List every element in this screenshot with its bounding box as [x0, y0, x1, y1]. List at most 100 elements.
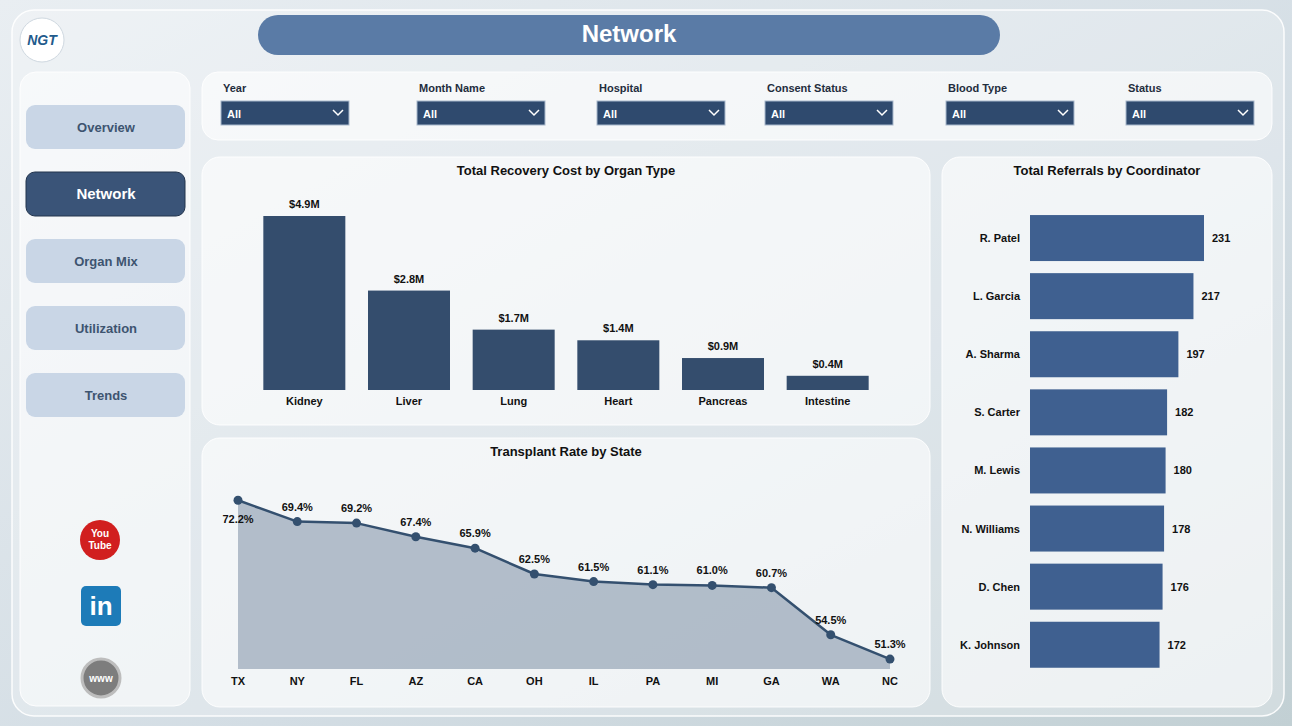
tick-label: CA	[467, 675, 483, 687]
dropdown-box[interactable]	[597, 101, 725, 125]
tick-label: M. Lewis	[974, 464, 1020, 476]
outer-frame	[12, 10, 1284, 716]
data-label: 182	[1175, 406, 1193, 418]
dropdown-box[interactable]	[1126, 101, 1254, 125]
filter-dropdown[interactable]: All	[765, 101, 893, 125]
data-label: 61.5%	[578, 561, 609, 573]
tick-label: Liver	[396, 395, 423, 407]
tick-label: R. Patel	[980, 232, 1020, 244]
dropdown-box[interactable]	[765, 101, 893, 125]
chart-panel	[202, 157, 930, 425]
data-label: 60.7%	[756, 567, 787, 579]
bar	[1030, 273, 1193, 319]
linkedin-icon[interactable]	[81, 586, 121, 626]
youtube-text[interactable]: Tube	[88, 540, 112, 551]
web-icon[interactable]	[82, 659, 120, 697]
dropdown-value[interactable]: All	[423, 108, 437, 120]
nav-label[interactable]: Organ Mix	[74, 254, 138, 269]
dropdown-box[interactable]	[946, 101, 1074, 125]
linkedin-text[interactable]: in	[89, 591, 112, 621]
point	[530, 570, 539, 579]
web-text[interactable]: www	[88, 673, 113, 684]
data-label: $1.7M	[498, 312, 529, 324]
data-label: 51.3%	[874, 638, 905, 650]
nav-button[interactable]: Organ Mix	[26, 239, 185, 283]
nav-button[interactable]: Trends	[26, 373, 185, 417]
bar	[1030, 331, 1178, 377]
dropdown-value[interactable]: All	[771, 108, 785, 120]
dropdown-chevron[interactable]	[709, 110, 719, 115]
data-label: 54.5%	[815, 614, 846, 626]
chart-title: Transplant Rate by State	[490, 444, 642, 459]
nav-label[interactable]: Overview	[77, 120, 136, 135]
tick-label: NY	[290, 675, 306, 687]
dropdown-chevron[interactable]	[877, 110, 887, 115]
point	[826, 630, 835, 639]
logo-text: NGT	[27, 32, 58, 48]
youtube-icon[interactable]	[80, 520, 120, 560]
nav-label[interactable]: Trends	[85, 388, 128, 403]
tick-label: TX	[231, 675, 246, 687]
nav-button[interactable]: Overview	[26, 105, 185, 149]
bar	[577, 340, 659, 390]
dropdown-chevron[interactable]	[333, 110, 343, 115]
nav-label[interactable]: Utilization	[75, 321, 137, 336]
point	[411, 532, 420, 541]
line	[238, 500, 890, 659]
data-label: 62.5%	[519, 553, 550, 565]
data-label: $0.4M	[812, 358, 843, 370]
nav-button[interactable]: Utilization	[26, 306, 185, 350]
bar	[1030, 564, 1163, 610]
data-label: $4.9M	[289, 198, 320, 210]
dropdown-box[interactable]	[221, 101, 349, 125]
tick-label: D. Chen	[978, 581, 1020, 593]
data-label: 72.2%	[222, 513, 253, 525]
bar	[1030, 215, 1204, 261]
bar	[1030, 389, 1167, 435]
filter-dropdown[interactable]: All	[946, 101, 1074, 125]
data-label: 178	[1172, 523, 1190, 535]
point	[352, 519, 361, 528]
dropdown-value[interactable]: All	[603, 108, 617, 120]
tick-label: L. Garcia	[973, 290, 1021, 302]
tick-label: Intestine	[805, 395, 850, 407]
data-label: 69.2%	[341, 502, 372, 514]
logo	[20, 18, 64, 62]
plot-area	[263, 216, 868, 390]
chart-panel	[942, 157, 1272, 707]
tick-label: Pancreas	[699, 395, 748, 407]
youtube-text[interactable]: You	[91, 528, 109, 539]
bar	[787, 376, 869, 390]
point	[648, 580, 657, 589]
dropdown-chevron[interactable]	[1238, 110, 1248, 115]
nav-button-bg[interactable]	[26, 105, 185, 149]
data-label: 61.0%	[697, 564, 728, 576]
dropdown-value[interactable]: All	[1132, 108, 1146, 120]
dropdown-value[interactable]: All	[227, 108, 241, 120]
filter-dropdown[interactable]: All	[597, 101, 725, 125]
point	[293, 517, 302, 526]
dashboard: NetworkNGTOverviewNetworkOrgan MixUtiliz…	[0, 0, 1292, 726]
filter-dropdown[interactable]: All	[221, 101, 349, 125]
dropdown-chevron[interactable]	[1058, 110, 1068, 115]
dropdown-box[interactable]	[417, 101, 545, 125]
dropdown-chevron[interactable]	[529, 110, 539, 115]
filter-dropdown[interactable]: All	[417, 101, 545, 125]
filter-label: Consent Status	[767, 82, 848, 94]
nav-label[interactable]: Network	[76, 185, 136, 202]
dropdown-value[interactable]: All	[952, 108, 966, 120]
nav-button-bg[interactable]	[26, 306, 185, 350]
point	[589, 577, 598, 586]
nav-button-bg[interactable]	[26, 373, 185, 417]
tick-label: S. Carter	[974, 406, 1021, 418]
nav-button-bg[interactable]	[26, 239, 185, 283]
data-label: 180	[1174, 464, 1192, 476]
tick-label: OH	[526, 675, 543, 687]
chart-title: Total Recovery Cost by Organ Type	[457, 163, 675, 178]
filter-dropdown[interactable]: All	[1126, 101, 1254, 125]
nav-button-bg[interactable]	[26, 172, 185, 216]
bar	[473, 330, 555, 390]
plot-area	[1030, 215, 1204, 668]
tick-label: NC	[882, 675, 898, 687]
nav-button[interactable]: Network	[26, 172, 185, 216]
